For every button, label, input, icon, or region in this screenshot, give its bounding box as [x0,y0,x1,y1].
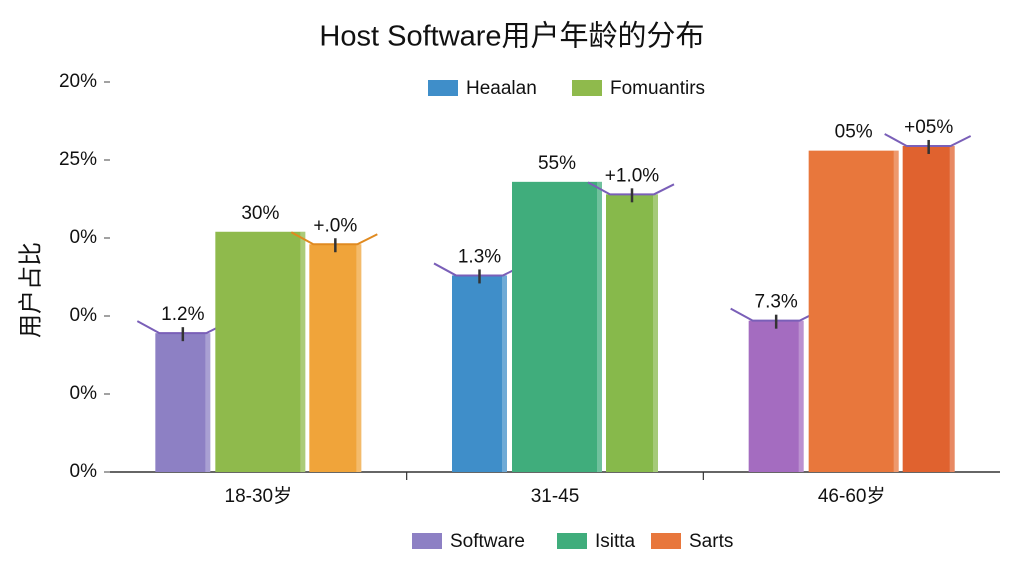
bar-highlight [798,320,804,472]
data-label: 1.3% [458,246,501,267]
bar-highlight [502,275,507,472]
bar-highlight [893,150,899,472]
x-tick-label: 46-60岁 [818,485,886,507]
y-tick-label: 0% [70,383,98,404]
bar-highlight [949,145,955,472]
bar-highlight [300,231,306,472]
data-label: +05% [904,117,953,138]
legend-swatch [412,533,442,549]
x-tick-label: 18-30岁 [225,485,293,507]
y-tick-label: 25% [59,149,97,170]
legend-swatch [572,80,602,96]
bar [606,194,658,472]
bar-highlight [356,244,362,472]
bar [215,231,306,472]
bar [155,333,211,472]
y-axis-label: 用户占比 [17,242,44,338]
y-tick-label: 0% [70,227,98,248]
data-label: 55% [538,153,576,174]
bar [748,320,804,472]
data-label: 05% [835,122,873,143]
bar [452,275,507,472]
y-tick-label: 0% [70,461,98,482]
y-tick-label: 0% [70,305,98,326]
legend-label: Fomuantirs [610,78,705,99]
bar [309,244,362,472]
bar [808,150,899,472]
data-label: +1.0% [605,165,660,186]
legend-label: Software [450,531,525,552]
bar-highlight [597,181,602,472]
data-label: 1.2% [161,304,204,325]
legend-label: Heaalan [466,78,537,99]
data-label: 7.3% [755,292,798,313]
legend-label: Isitta [595,531,636,552]
y-tick-label: 20% [59,71,97,92]
bar-highlight [205,333,211,472]
legend-swatch [557,533,587,549]
data-label: 30% [241,203,279,224]
data-label: +.0% [313,215,357,236]
legend-swatch [428,80,458,96]
bar [902,145,955,472]
legend-label: Sarts [689,531,733,552]
chart-title: Host Software用户年龄的分布 [319,20,704,53]
bar-highlight [653,194,658,472]
bar [512,181,602,472]
legend-swatch [651,533,681,549]
x-tick-label: 31-45 [531,486,580,507]
